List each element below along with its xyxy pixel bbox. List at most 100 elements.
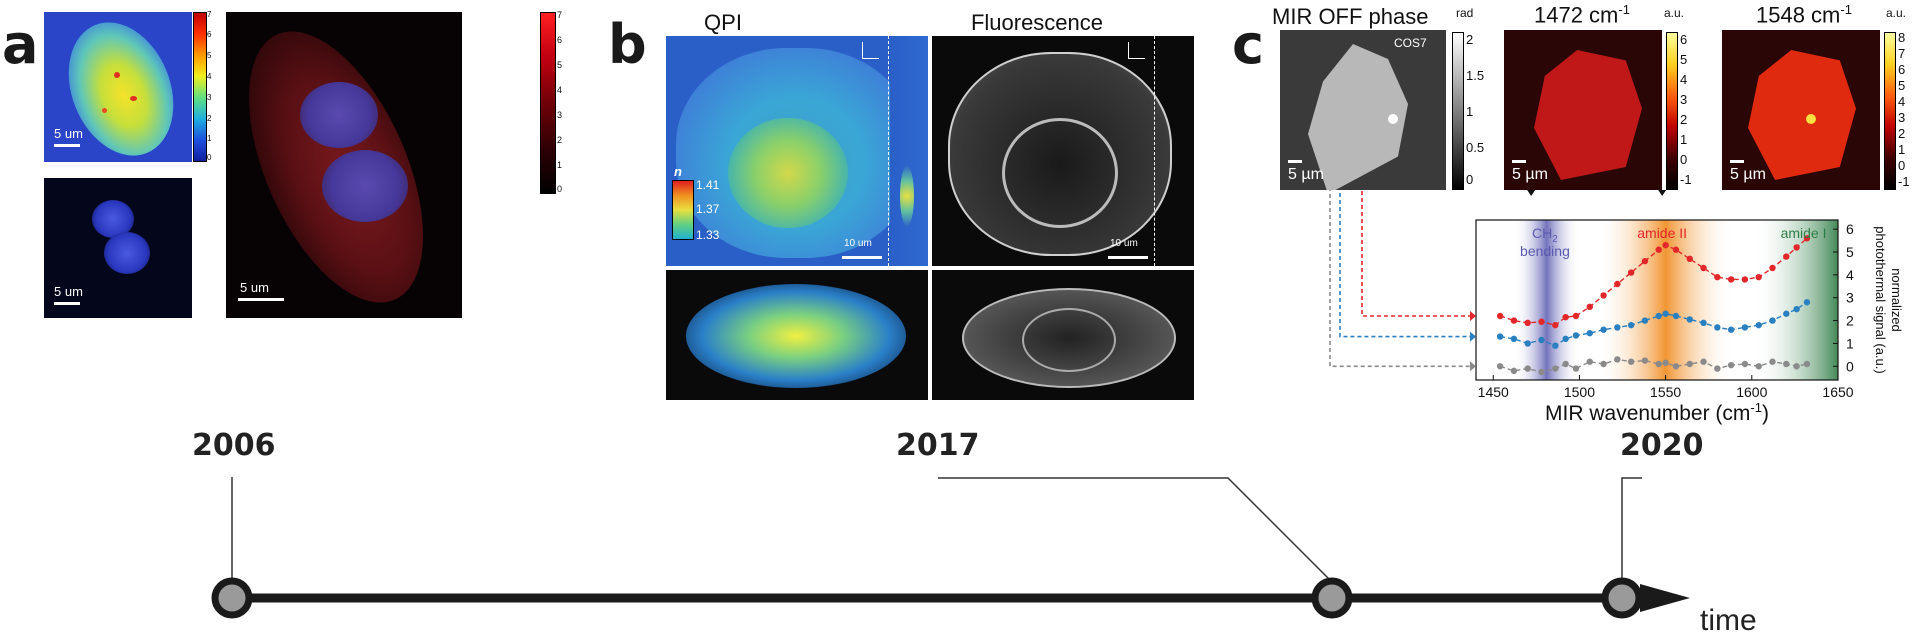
colorbar-1472 xyxy=(1666,32,1678,190)
scale-bar xyxy=(54,302,80,305)
data-point-blue xyxy=(1741,324,1749,331)
data-point-blue xyxy=(1755,321,1762,329)
colorbar-a-small xyxy=(193,12,207,162)
phase-unit: rad xyxy=(1456,6,1474,20)
scale-bar xyxy=(1730,160,1744,163)
panel-letter-c: c xyxy=(1232,13,1265,76)
scale-bar xyxy=(54,144,80,147)
photothermal-1472-image: 5 µm xyxy=(1504,30,1662,190)
cell-line-label: COS7 xyxy=(1394,36,1427,50)
wavenumber-link-arrowhead xyxy=(1658,190,1667,196)
pointer-arrow-red xyxy=(1361,190,1470,317)
data-point-gray xyxy=(1700,358,1707,365)
data-point-red xyxy=(1496,312,1504,320)
data-point-red xyxy=(1672,246,1680,253)
data-point-blue xyxy=(1727,326,1735,333)
data-point-red xyxy=(1655,246,1662,253)
scale-label-a-top: 5 um xyxy=(54,126,83,141)
qpi-3d-render-image xyxy=(666,270,928,400)
x-axis-label: MIR wavenumber (cm-1) xyxy=(1545,400,1769,425)
colorbar-a-big-ticks: 7 6 5 4 3 2 1 0 xyxy=(557,10,563,194)
pointer-arrow-gray xyxy=(1329,190,1470,368)
title-1472: 1472 cm-1 xyxy=(1534,2,1630,28)
panel-letter-a: a xyxy=(2,13,39,76)
scale-bar xyxy=(1108,256,1148,259)
data-point-blue xyxy=(1783,310,1790,317)
data-point-blue xyxy=(1572,332,1580,339)
data-point-gray xyxy=(1662,359,1669,367)
axis-glyph xyxy=(1128,42,1145,59)
data-point-gray xyxy=(1741,360,1749,368)
title-1548: 1548 cm-1 xyxy=(1756,2,1852,28)
data-point-blue xyxy=(1672,312,1680,320)
data-point-red xyxy=(1793,244,1800,251)
data-point-gray xyxy=(1672,363,1680,370)
data-point-red xyxy=(1686,255,1693,263)
fluorescence-slice-image: 10 um xyxy=(932,36,1194,266)
data-point-gray xyxy=(1686,360,1693,368)
data-point-red xyxy=(1614,280,1621,288)
data-point-blue xyxy=(1586,329,1593,337)
y-tick-label: 3 xyxy=(1846,290,1854,306)
mir-off-phase-image: COS7 5 µm xyxy=(1280,30,1446,190)
pointer-arrowhead-blue xyxy=(1470,331,1476,342)
data-point-gray xyxy=(1627,358,1635,365)
year-2020: 2020 xyxy=(1620,428,1704,463)
data-point-blue xyxy=(1655,312,1662,320)
axis-glyph xyxy=(862,42,879,59)
colorbar-1472-ticks: 6 5 4 3 2 1 0 -1 xyxy=(1680,32,1692,187)
unit-1472: a.u. xyxy=(1664,6,1685,20)
pointer-arrowhead-red xyxy=(1470,311,1476,321)
plot-frame xyxy=(1475,219,1839,381)
data-point-gray xyxy=(1552,365,1559,372)
timeline-node-2020 xyxy=(1601,577,1643,619)
qpi-cell-image: 5 um xyxy=(44,12,192,162)
year-2017: 2017 xyxy=(896,428,980,463)
qpi-3d-slice-image: n 1.41 1.37 1.33 10 um xyxy=(666,36,928,266)
band-label-ch2: CH2 xyxy=(1532,225,1558,245)
data-point-red xyxy=(1524,319,1531,327)
y-tick-label: 4 xyxy=(1846,267,1854,283)
timeline-arrowhead xyxy=(1640,584,1690,612)
data-point-red xyxy=(1755,273,1762,281)
data-point-red xyxy=(1510,317,1518,324)
data-point-red xyxy=(1552,321,1559,329)
scale-label-a-right: 5 um xyxy=(240,280,269,295)
data-point-gray xyxy=(1562,360,1569,368)
data-point-gray xyxy=(1641,357,1649,364)
scale-bar xyxy=(1288,160,1302,163)
fluorescence-3d-render-image xyxy=(932,270,1194,400)
data-point-gray xyxy=(1793,363,1800,370)
data-point-blue xyxy=(1496,333,1504,340)
colorbar-1548 xyxy=(1884,32,1896,190)
x-tick-label: 1500 xyxy=(1564,384,1595,400)
band-label-amide-ii: amide II xyxy=(1637,225,1687,241)
data-point-blue xyxy=(1769,317,1776,324)
data-point-blue xyxy=(1662,310,1669,317)
data-point-blue xyxy=(1686,316,1693,323)
y-tick-label: 1 xyxy=(1846,335,1854,351)
data-point-red xyxy=(1562,313,1569,321)
data-point-red xyxy=(1700,264,1707,272)
fluorescence-title: Fluorescence xyxy=(970,10,1104,35)
data-point-red xyxy=(1662,241,1669,249)
y-tick-label: 0 xyxy=(1846,358,1854,374)
wavenumber-link-1548 xyxy=(1661,190,1663,192)
y-axis-label-line2: photothermal signal (a.u.) xyxy=(1873,226,1888,373)
timeline-connector-2020 xyxy=(1621,477,1642,582)
data-point-red xyxy=(1714,273,1721,281)
colorbar-a-small-ticks: 7 6 5 4 3 2 1 0 xyxy=(207,10,212,162)
colorbar-1548-ticks: 8 7 6 5 4 3 2 1 0 -1 xyxy=(1898,30,1910,189)
data-point-red xyxy=(1769,264,1776,272)
refractive-index-label: n xyxy=(674,164,682,179)
y-tick-label: 5 xyxy=(1846,244,1854,260)
data-point-blue xyxy=(1552,342,1559,349)
data-point-red xyxy=(1586,303,1593,311)
timeline-node-2017 xyxy=(1311,577,1353,619)
data-point-blue xyxy=(1641,317,1649,324)
data-point-gray xyxy=(1600,360,1607,368)
data-point-blue xyxy=(1524,340,1531,347)
pointer-arrowhead-gray xyxy=(1470,361,1476,372)
wavenumber-link-1472 xyxy=(1530,190,1532,192)
